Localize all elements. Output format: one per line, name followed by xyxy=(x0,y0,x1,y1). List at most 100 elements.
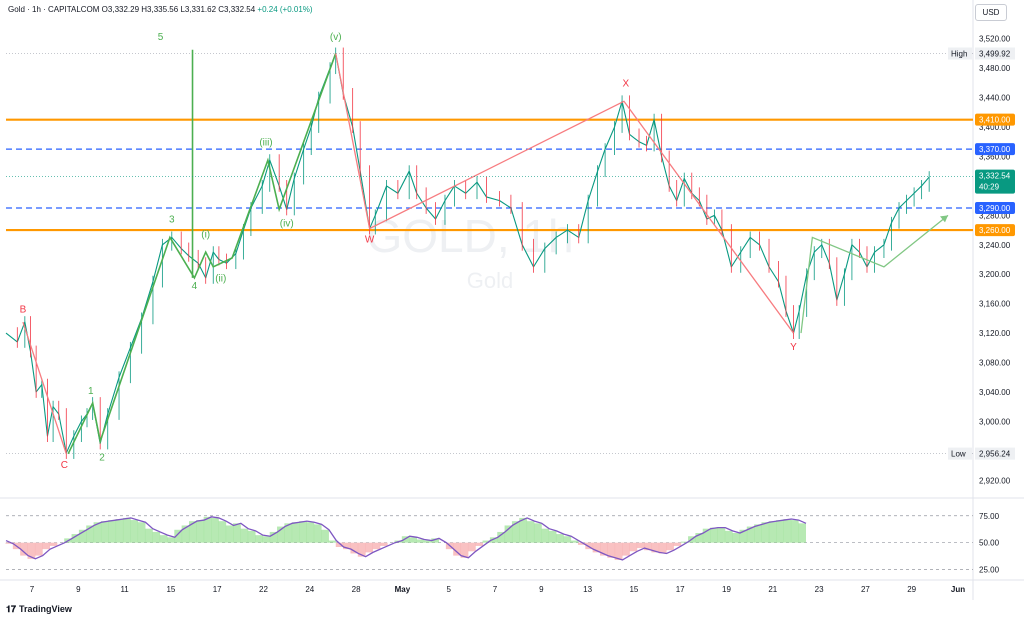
projection-arrow-icon xyxy=(940,215,948,223)
wave-label: (iv) xyxy=(280,218,294,229)
rsi-fill xyxy=(504,525,513,543)
rsi-fill xyxy=(533,523,542,543)
symbol-header: Gold · 1h · CAPITALCOM O3,332.29 H3,335.… xyxy=(8,5,313,14)
rsi-fill xyxy=(607,542,616,558)
corrective-wave-line xyxy=(22,321,67,454)
x-tick-label: 22 xyxy=(259,585,268,594)
wave-label: 4 xyxy=(192,281,198,292)
currency-button[interactable]: USD xyxy=(975,4,1007,21)
level-price-label: 3,370.00 xyxy=(979,145,1011,154)
rsi-fill xyxy=(644,542,652,551)
high-tag xyxy=(948,47,972,60)
rsi-fill xyxy=(284,523,293,543)
rsi-fill xyxy=(313,524,322,543)
rsi-fill xyxy=(467,542,476,552)
watermark-ticker: GOLD, 1h xyxy=(366,210,573,262)
rsi-fill xyxy=(717,527,726,543)
rsi-fill xyxy=(548,530,557,543)
x-tick-label: 7 xyxy=(493,585,498,594)
change-value: +0.24 (+0.01%) xyxy=(257,5,313,14)
x-tick-label: 28 xyxy=(352,585,361,594)
wave-label: Y xyxy=(790,342,797,353)
x-tick-label: May xyxy=(395,585,411,594)
rsi-fill xyxy=(519,517,528,543)
rsi-fill xyxy=(122,517,131,543)
rsi-fill xyxy=(152,531,161,543)
tradingview-branding[interactable]: 𝟏𝟕 TradingView xyxy=(6,604,72,615)
level-price-label: 3,410.00 xyxy=(979,116,1011,125)
rsi-fill xyxy=(100,521,109,543)
rsi-fill xyxy=(673,542,682,546)
high-price-label: 3,499.92 xyxy=(979,49,1011,58)
rsi-fill xyxy=(299,521,307,543)
rsi-fill xyxy=(115,519,124,543)
rsi-fill xyxy=(754,524,762,543)
y-tick-label: 3,120.00 xyxy=(979,329,1011,338)
rsi-fill xyxy=(599,542,608,556)
level-price-tag xyxy=(975,224,1015,237)
rsi-fill xyxy=(409,537,418,543)
rsi-fill xyxy=(196,520,205,543)
rsi-fill xyxy=(181,525,190,543)
y-tick-label: 3,360.00 xyxy=(979,152,1011,161)
wave-label: B xyxy=(20,304,27,315)
wave-label: X xyxy=(623,79,630,90)
wave-label: 5 xyxy=(158,32,164,43)
rsi-fill xyxy=(622,542,630,556)
rsi-fill xyxy=(188,521,197,543)
rsi-fill xyxy=(277,526,285,543)
x-tick-label: 17 xyxy=(213,585,222,594)
rsi-fill xyxy=(555,534,564,543)
x-tick-label: 9 xyxy=(76,585,81,594)
rsi-fill xyxy=(365,542,373,553)
tradingview-logo-icon: 𝟏𝟕 xyxy=(6,604,17,614)
x-tick-label: 5 xyxy=(446,585,451,594)
rsi-fill xyxy=(93,522,102,543)
y-tick-label: 3,520.00 xyxy=(979,35,1011,44)
x-tick-label: Jun xyxy=(951,585,965,594)
rsi-fill xyxy=(702,528,711,543)
rsi-fill xyxy=(27,542,36,559)
rsi-fill xyxy=(526,521,535,543)
y-tick-label: 3,200.00 xyxy=(979,270,1011,279)
rsi-fill xyxy=(614,542,623,560)
x-tick-label: 15 xyxy=(166,585,175,594)
y-tick-label: 3,240.00 xyxy=(979,241,1011,250)
impulse-wave-line xyxy=(67,53,337,455)
rsi-fill xyxy=(291,522,300,543)
rsi-tick-label: 50.00 xyxy=(979,539,1000,548)
wave-label: W xyxy=(365,235,375,246)
rsi-fill xyxy=(489,537,498,543)
rsi-fill xyxy=(563,536,572,543)
rsi-fill xyxy=(768,521,777,543)
x-tick-label: 7 xyxy=(30,585,35,594)
rsi-fill xyxy=(570,540,579,543)
level-price-label: 3,260.00 xyxy=(979,226,1011,235)
rsi-fill xyxy=(732,533,740,543)
x-tick-label: 27 xyxy=(861,585,870,594)
rsi-fill xyxy=(401,536,410,543)
rsi-fill xyxy=(739,529,748,543)
level-price-tag xyxy=(975,113,1015,126)
rsi-fill xyxy=(328,540,337,543)
y-tick-label: 3,000.00 xyxy=(979,417,1011,426)
rsi-fill xyxy=(130,520,139,543)
rsi-fill xyxy=(321,529,329,543)
symbol-name[interactable]: Gold · 1h · CAPITALCOM xyxy=(8,5,100,14)
open-value: O3,332.29 xyxy=(101,5,140,14)
corrective-wave-line xyxy=(335,53,795,334)
rsi-fill xyxy=(790,520,799,543)
rsi-fill xyxy=(651,542,660,553)
rsi-fill xyxy=(592,542,601,553)
rsi-fill xyxy=(636,542,645,549)
y-tick-label: 3,280.00 xyxy=(979,211,1011,220)
level-price-tag xyxy=(975,201,1015,214)
rsi-fill xyxy=(78,529,87,543)
rsi-fill xyxy=(710,527,718,543)
rsi-fill xyxy=(629,542,638,552)
rsi-fill xyxy=(34,542,43,556)
y-tick-label: 3,080.00 xyxy=(979,359,1011,368)
rsi-fill xyxy=(108,520,117,543)
low-tag xyxy=(948,447,972,460)
